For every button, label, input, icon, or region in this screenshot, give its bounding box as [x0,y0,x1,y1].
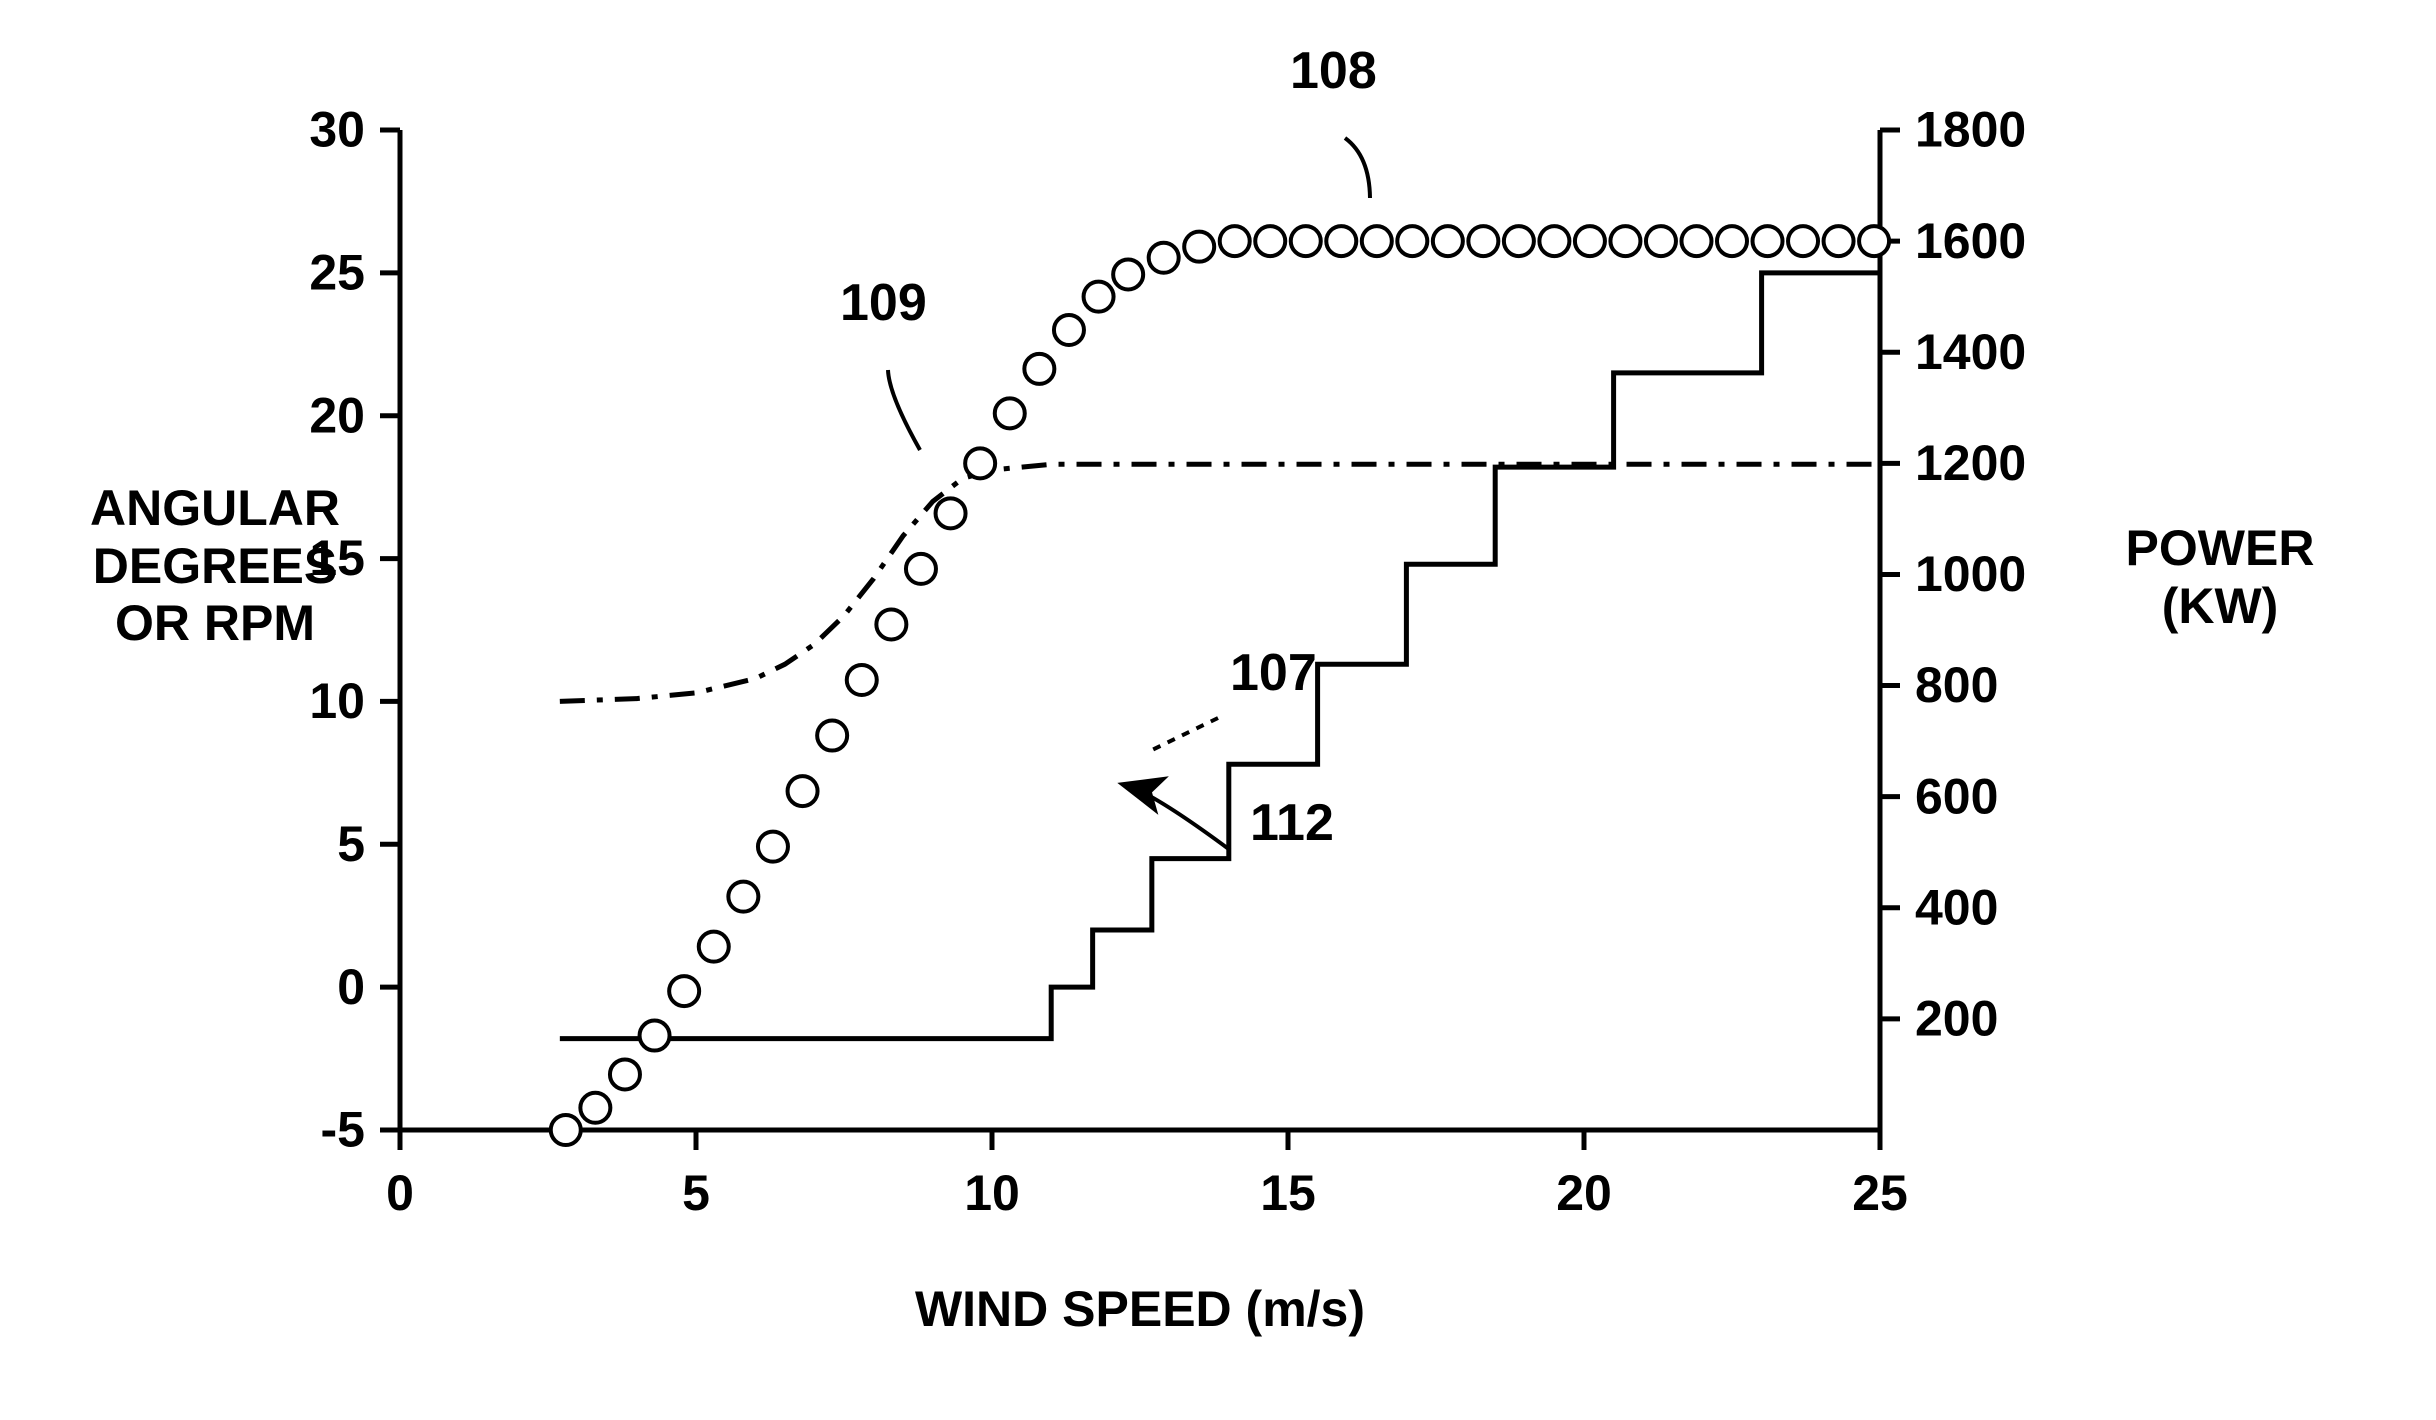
callout-pointer-107 [1152,718,1218,750]
y-right-tick-label: 1200 [1915,435,2026,491]
y-right-tick-label: 1400 [1915,324,2026,380]
y-right-tick-label: 200 [1915,991,1998,1047]
y-left-tick-label: 30 [309,102,365,158]
chart-container: 0510152025-50510152025302004006008001000… [0,0,2436,1420]
y-left-label-1: ANGULAR [50,480,380,538]
y-left-tick-label: -5 [321,1102,365,1158]
chart-svg: 0510152025-50510152025302004006008001000… [0,0,2436,1420]
x-axis-label: WIND SPEED (m/s) [400,1280,1880,1338]
callout-label-108: 108 [1290,42,1377,100]
y-left-tick-label: 25 [309,245,365,301]
x-tick-label: 15 [1260,1165,1316,1221]
y-right-tick-label: 1800 [1915,102,2026,158]
y-left-tick-label: 5 [337,816,365,872]
y-right-label-1: POWER [2050,520,2390,578]
y-right-tick-label: 600 [1915,768,1998,824]
series-rpm-109 [560,464,1880,701]
y-right-axis-label: POWER (KW) [2050,520,2390,635]
y-right-label-2: (KW) [2050,578,2390,636]
callout-pointer-112 [1125,785,1230,850]
callout-label-107: 107 [1230,644,1317,702]
callout-label-112: 112 [1250,794,1334,852]
x-tick-label: 10 [964,1165,1020,1221]
y-left-tick-label: 20 [309,387,365,443]
y-left-tick-label: 0 [337,959,365,1015]
callout-pointer-108 [1345,138,1370,198]
x-tick-label: 20 [1556,1165,1612,1221]
x-tick-label: 0 [386,1165,414,1221]
y-right-tick-label: 400 [1915,879,1998,935]
y-right-tick-label: 1000 [1915,546,2026,602]
x-tick-label: 25 [1852,1165,1908,1221]
callout-label-109: 109 [840,274,927,332]
y-left-tick-label: 10 [309,673,365,729]
y-right-tick-label: 1600 [1915,213,2026,269]
y-left-label-2: DEGREES [50,538,380,596]
callout-pointer-109 [888,370,920,450]
series-step-107 [560,273,1880,1039]
y-left-label-3: OR RPM [50,595,380,653]
y-right-tick-label: 800 [1915,657,1998,713]
y-left-axis-label: ANGULAR DEGREES OR RPM [50,480,380,653]
series-power-108 [551,226,1889,1145]
x-tick-label: 5 [682,1165,710,1221]
